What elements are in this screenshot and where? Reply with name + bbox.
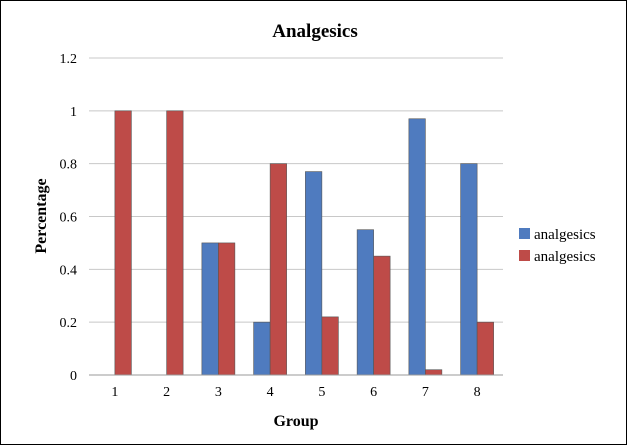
bar-series1-group3 — [201, 242, 219, 376]
bar-series1-group7 — [408, 118, 426, 376]
bar-series2-group8 — [476, 321, 494, 376]
bar-series2-group3 — [218, 242, 236, 376]
bar-series2-group1 — [114, 110, 132, 376]
y-tick-label: 0 — [70, 369, 77, 384]
bar-series1-group8 — [460, 163, 478, 376]
bar-series1-group5 — [305, 171, 323, 376]
legend-label: analgesics — [534, 249, 596, 265]
y-tick-label: 0.4 — [60, 263, 78, 278]
y-tick-label: 0.8 — [60, 158, 78, 173]
x-tick-label: 1 — [111, 385, 118, 400]
x-tick-label: 8 — [474, 385, 481, 400]
bars — [114, 110, 494, 376]
bar-series2-group2 — [166, 110, 184, 376]
bar-series1-group6 — [356, 229, 374, 376]
chart-title: Analgesics — [272, 21, 358, 42]
x-tick-label: 7 — [422, 385, 429, 400]
bar-series2-group7 — [425, 369, 443, 376]
x-tick-label: 5 — [318, 385, 325, 400]
gridlines — [89, 57, 503, 323]
x-tick-label: 6 — [370, 385, 377, 400]
x-axis-label: Group — [273, 413, 318, 430]
bar-series2-group4 — [269, 163, 287, 376]
x-tick-label: 2 — [163, 385, 170, 400]
y-tick-label: 0.6 — [60, 211, 78, 226]
y-tick-label: 1 — [70, 105, 77, 120]
y-tick-labels: 0 0.2 0.4 0.6 0.8 1 1.2 — [60, 52, 78, 384]
x-tick-label: 3 — [215, 385, 222, 400]
bar-series1-group4 — [253, 321, 271, 376]
bar-series2-group5 — [321, 316, 339, 376]
x-tick-labels: 1 2 3 4 5 6 7 8 — [111, 385, 480, 400]
y-axis-label: Percentage — [33, 178, 50, 253]
bar-series2-group6 — [373, 255, 391, 376]
x-tick-label: 4 — [267, 385, 274, 400]
legend: analgesics analgesics — [519, 227, 596, 265]
legend-swatch — [519, 250, 530, 261]
legend-swatch — [519, 228, 530, 239]
y-tick-label: 1.2 — [60, 52, 78, 67]
legend-label: analgesics — [534, 227, 596, 243]
y-tick-label: 0.2 — [60, 316, 78, 331]
